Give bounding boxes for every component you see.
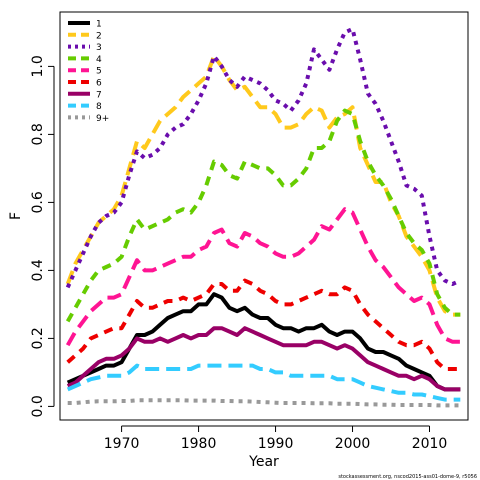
y-tick-label: 0.2 — [30, 327, 46, 349]
legend-label-age-2: 2 — [96, 31, 102, 41]
legend-label-age-9plus: 9+ — [96, 114, 109, 124]
x-tick-label: 1980 — [181, 436, 217, 452]
y-tick-label: 0.6 — [30, 191, 46, 213]
legend-label-age-7: 7 — [96, 90, 102, 100]
series-line-age-6 — [66, 278, 461, 371]
x-tick-label: 1970 — [104, 436, 140, 452]
series-line-age-4 — [65, 108, 461, 323]
y-axis: 0.0 0.2 0.4 0.6 0.8 1.0 — [30, 55, 55, 418]
y-axis-title: F — [8, 212, 24, 220]
series-line-age-3 — [65, 27, 462, 289]
series-line-age-8 — [66, 363, 461, 402]
legend-label-age-1: 1 — [96, 20, 102, 30]
x-axis-title: Year — [248, 454, 279, 470]
series-line-age-5 — [65, 207, 461, 347]
legend-label-age-8: 8 — [96, 102, 102, 112]
legend-label-age-3: 3 — [96, 43, 102, 53]
y-tick-label: 0.0 — [30, 395, 46, 417]
legend: 12 3 4 5 67 8 9+ — [68, 20, 109, 124]
x-tick-label: 2010 — [412, 436, 448, 452]
legend-label-age-6: 6 — [96, 79, 102, 89]
legend-label-age-5: 5 — [96, 67, 102, 77]
x-tick-label: 1990 — [258, 436, 294, 452]
plot-frame — [59, 11, 469, 421]
x-tick-label: 2000 — [335, 436, 371, 452]
series-line-age-7 — [66, 326, 461, 392]
y-tick-label: 0.8 — [30, 123, 46, 145]
x-axis: 1970 1980 1990 2000 2010 — [104, 425, 448, 452]
series-line-age-9plus — [67, 398, 461, 408]
legend-label-age-4: 4 — [96, 55, 102, 65]
series-layer — [65, 27, 462, 408]
y-tick-label: 1.0 — [30, 55, 46, 77]
y-tick-label: 0.4 — [30, 259, 46, 281]
source-footnote: stockassessment.org, nscod2015-ass01-dom… — [338, 474, 477, 480]
